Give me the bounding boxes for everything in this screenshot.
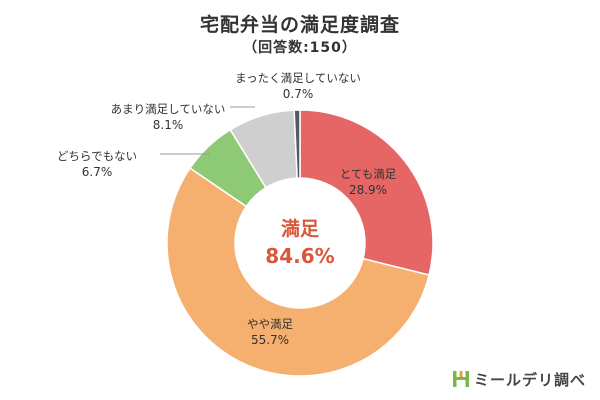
slice-value-4: 8.1% bbox=[153, 118, 184, 132]
slice-label-1: とても満足 bbox=[340, 167, 397, 181]
slice-label-3: どちらでもない bbox=[57, 149, 137, 163]
mealdeli-logo-icon bbox=[452, 371, 469, 387]
slice-label-4: あまり満足していない bbox=[111, 102, 226, 116]
center-label: 満足 bbox=[281, 218, 320, 240]
slice-1 bbox=[299, 109, 434, 276]
slice-5 bbox=[293, 109, 301, 179]
slice-2 bbox=[166, 167, 430, 377]
slice-value-5: 0.7% bbox=[283, 87, 314, 101]
brand-logo: ミールデリ調べ bbox=[452, 368, 586, 390]
center-value: 84.6% bbox=[265, 244, 334, 268]
chart-title: 宅配弁当の満足度調査 bbox=[199, 14, 400, 36]
slice-value-3: 6.7% bbox=[82, 165, 113, 179]
slice-label-5: まったく満足していない bbox=[235, 71, 361, 85]
chart-subtitle: （回答数:150） bbox=[243, 40, 357, 56]
brand-name: ミールデリ調べ bbox=[473, 370, 586, 389]
slice-value-2: 55.7% bbox=[251, 333, 289, 347]
slice-value-1: 28.9% bbox=[349, 183, 387, 197]
slice-label-2: やや満足 bbox=[247, 317, 293, 331]
